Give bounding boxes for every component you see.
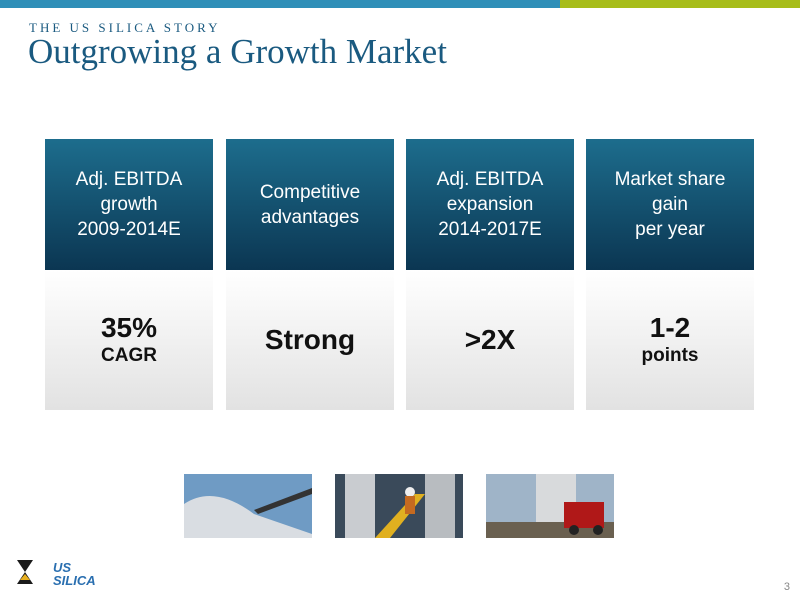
photo-sand-pile bbox=[184, 474, 312, 538]
card-heading: Adj. EBITDA expansion 2014-2017E bbox=[406, 139, 574, 270]
logo-text: SILICA bbox=[53, 573, 96, 588]
heading-line: Market share bbox=[614, 169, 726, 190]
heading-line: Adj. EBITDA bbox=[75, 169, 183, 190]
card-value: Strong bbox=[264, 324, 356, 355]
kicker: THE US SILICA STORY bbox=[29, 20, 221, 35]
photo-plant-worker bbox=[335, 474, 463, 538]
card-heading: Adj. EBITDA growth 2009-2014E bbox=[45, 139, 213, 270]
heading-line: expansion bbox=[446, 194, 534, 215]
card-value: 35% bbox=[100, 312, 158, 343]
card-value: >2X bbox=[464, 324, 516, 355]
card-value: 1-2 bbox=[649, 312, 691, 343]
card: Market share gain per year 1-2 points bbox=[586, 139, 754, 410]
heading-line: gain bbox=[652, 194, 688, 215]
page-number: 3 bbox=[783, 581, 790, 593]
heading-line: per year bbox=[635, 219, 705, 240]
card-body: Strong bbox=[226, 270, 394, 410]
logo: US SILICA bbox=[15, 558, 96, 588]
heading-line: Adj. EBITDA bbox=[436, 169, 544, 190]
heading-line: growth bbox=[100, 194, 158, 215]
card-heading: Competitive advantages bbox=[226, 139, 394, 270]
logo-text: US bbox=[53, 560, 72, 575]
card-body: >2X bbox=[406, 270, 574, 410]
heading-line: advantages bbox=[260, 206, 360, 228]
card: Adj. EBITDA expansion 2014-2017E >2X bbox=[406, 139, 574, 410]
slide-title: Outgrowing a Growth Market bbox=[28, 32, 447, 71]
card-sub: CAGR bbox=[101, 345, 157, 366]
heading-line: 2009-2014E bbox=[77, 219, 181, 240]
top-bar-accent bbox=[560, 0, 800, 8]
card-heading: Market share gain per year bbox=[586, 139, 754, 270]
card-body: 35% CAGR bbox=[45, 270, 213, 410]
top-bar bbox=[0, 0, 560, 8]
card: Competitive advantages Strong bbox=[226, 139, 394, 410]
heading-line: 2014-2017E bbox=[438, 219, 542, 240]
photo-truck bbox=[486, 474, 614, 538]
logo-icon bbox=[17, 560, 33, 584]
card-body: 1-2 points bbox=[586, 270, 754, 410]
card: Adj. EBITDA growth 2009-2014E 35% CAGR bbox=[45, 139, 213, 410]
card-sub: points bbox=[641, 345, 699, 366]
heading-line: Competitive bbox=[259, 181, 361, 203]
